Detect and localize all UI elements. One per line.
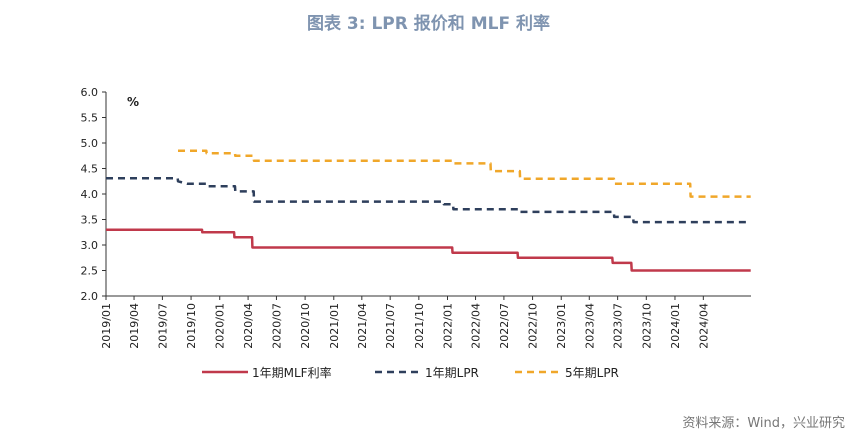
y-tick-label: 3.5 bbox=[81, 214, 99, 227]
legend-label: 5年期LPR bbox=[565, 366, 619, 380]
x-tick-label: 2021/07 bbox=[384, 303, 397, 349]
series-layer bbox=[106, 149, 751, 272]
x-tick-label: 2024/04 bbox=[697, 303, 710, 349]
x-tick-label: 2021/10 bbox=[413, 303, 426, 349]
x-tick-label: 2020/07 bbox=[270, 303, 283, 349]
series-line bbox=[106, 228, 751, 272]
y-tick-label: 4.5 bbox=[81, 163, 99, 176]
y-tick-label: 4.0 bbox=[81, 188, 99, 201]
legend-label: 1年期LPR bbox=[425, 366, 479, 380]
x-tick-label: 2023/04 bbox=[583, 303, 596, 349]
x-tick-label: 2020/04 bbox=[242, 303, 255, 349]
x-tick-label: 2023/10 bbox=[640, 303, 653, 349]
legend-label: 1年期MLF利率 bbox=[252, 365, 332, 380]
x-tick-label: 2019/10 bbox=[185, 303, 198, 349]
series-line bbox=[106, 176, 751, 224]
x-tick-label: 2019/07 bbox=[156, 303, 169, 349]
chart-title: 图表 3: LPR 报价和 MLF 利率 bbox=[307, 14, 550, 34]
x-tick-label: 2022/01 bbox=[442, 303, 455, 349]
x-tick-label: 2023/07 bbox=[612, 303, 625, 349]
y-tick-label: 5.0 bbox=[81, 137, 99, 150]
x-tick-label: 2022/07 bbox=[498, 303, 511, 349]
x-tick-label: 2021/01 bbox=[328, 303, 341, 349]
source-note: 资料来源：Wind，兴业研究 bbox=[682, 416, 845, 431]
x-tick-label: 2023/01 bbox=[555, 303, 568, 349]
x-tick-label: 2021/04 bbox=[356, 303, 369, 349]
x-tick-label: 2022/04 bbox=[470, 303, 483, 349]
series-line bbox=[178, 149, 751, 198]
x-tick-label: 2022/10 bbox=[527, 303, 540, 349]
y-tick-label: 3.0 bbox=[81, 239, 99, 252]
y-tick-label: 2.0 bbox=[81, 290, 99, 303]
x-tick-label: 2019/01 bbox=[100, 303, 113, 349]
x-tick-label: 2020/10 bbox=[299, 303, 312, 349]
y-tick-label: 5.5 bbox=[81, 112, 99, 125]
y-tick-label: 2.5 bbox=[81, 265, 99, 278]
y-tick-label: 6.0 bbox=[81, 86, 99, 99]
x-tick-label: 2020/01 bbox=[214, 303, 227, 349]
x-tick-label: 2024/01 bbox=[669, 303, 682, 349]
legend: 1年期MLF利率 1年期LPR 5年期LPR bbox=[202, 365, 619, 380]
axes: 2.0 2.5 3.0 3.5 4.0 4.5 5.0 5.5 6.0% 2019/01 2019/… bbox=[81, 86, 751, 349]
y-unit-label: % bbox=[127, 95, 139, 109]
x-tick-label: 2019/04 bbox=[128, 303, 141, 349]
